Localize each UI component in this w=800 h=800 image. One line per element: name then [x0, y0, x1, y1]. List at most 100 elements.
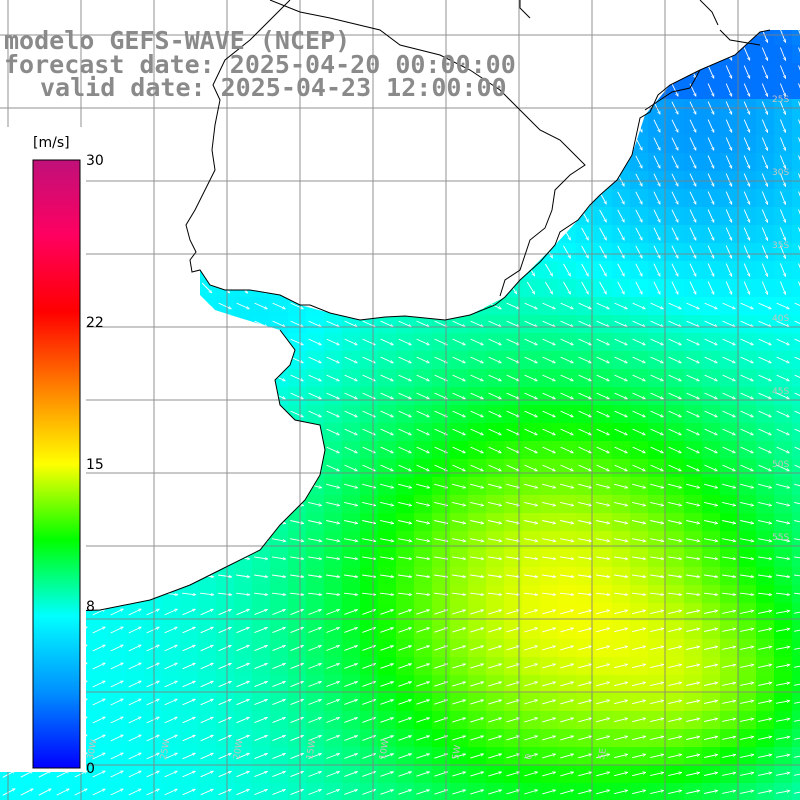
wind-arrow	[236, 483, 250, 488]
wind-arrow	[165, 174, 176, 185]
colorbar-tick-label: 15	[86, 457, 104, 473]
field-cell	[180, 513, 199, 532]
wind-arrow	[272, 410, 286, 418]
field-cell	[126, 135, 145, 154]
wind-arrow	[581, 191, 589, 204]
wind-arrow	[128, 320, 142, 328]
field-cell	[234, 279, 253, 298]
wind-arrow	[563, 155, 571, 168]
wind-arrow	[418, 210, 427, 221]
wind-arrow	[110, 520, 124, 524]
field-cell	[792, 207, 800, 226]
field-cell	[216, 423, 235, 442]
field-cell	[342, 225, 361, 244]
wind-arrow	[526, 137, 536, 150]
wind-arrow	[526, 83, 536, 96]
field-cell	[792, 117, 800, 136]
wind-arrow	[93, 246, 104, 256]
wind-arrow	[490, 137, 499, 150]
wind-arrow	[201, 264, 212, 275]
field-cell	[198, 441, 217, 460]
field-cell	[432, 243, 451, 262]
wind-arrow	[128, 410, 142, 418]
wind-arrow	[182, 501, 196, 505]
wind-arrow	[129, 174, 140, 185]
field-cell	[216, 369, 235, 388]
wind-arrow	[110, 338, 124, 346]
field-cell	[108, 477, 127, 496]
field-cell	[486, 189, 505, 208]
field-cell	[234, 459, 253, 478]
field-cell	[360, 189, 379, 208]
field-cell	[450, 117, 469, 136]
wind-arrow	[326, 302, 340, 310]
field-cell	[270, 171, 289, 190]
wind-arrow	[128, 356, 142, 364]
field-cell	[180, 459, 199, 478]
wind-arrow	[200, 374, 214, 382]
field-cell	[396, 279, 415, 298]
colorbar-tick-label: 22	[86, 315, 104, 331]
field-cell	[486, 261, 505, 280]
wind-arrow	[382, 282, 391, 293]
wind-arrow	[563, 191, 571, 204]
wind-arrow	[434, 302, 448, 310]
wind-arrow	[237, 228, 247, 239]
field-cell	[144, 513, 163, 532]
wind-arrow	[182, 320, 196, 328]
field-cell	[504, 135, 523, 154]
field-cell	[486, 117, 505, 136]
wind-arrow	[201, 246, 212, 257]
wind-arrow	[254, 464, 268, 472]
field-cell	[126, 171, 145, 190]
field-cell	[252, 405, 271, 424]
field-cell	[126, 333, 145, 352]
wind-arrow	[165, 264, 176, 275]
field-cell	[252, 243, 271, 262]
field-cell	[144, 459, 163, 478]
wind-arrow	[581, 65, 589, 78]
field-cell	[144, 153, 163, 172]
wind-arrow	[218, 356, 232, 364]
wind-arrow	[328, 156, 338, 168]
wind-arrow	[182, 520, 196, 524]
wind-arrow	[93, 174, 104, 184]
wind-arrow	[93, 228, 104, 238]
wind-arrow	[545, 47, 553, 60]
field-cell	[234, 189, 253, 208]
field-cell	[522, 63, 541, 82]
field-cell	[180, 351, 199, 370]
field-cell	[108, 189, 127, 208]
wind-arrow	[472, 227, 481, 240]
field-cell	[162, 549, 181, 568]
wind-arrow	[490, 263, 499, 276]
wind-arrow	[436, 282, 445, 293]
field-cell	[378, 135, 397, 154]
wind-arrow	[183, 282, 194, 293]
wind-arrow	[128, 392, 142, 400]
field-cell	[234, 207, 253, 226]
wind-arrow	[146, 464, 160, 472]
field-cell	[468, 30, 487, 46]
field-cell	[432, 30, 451, 46]
field-cell	[450, 297, 469, 316]
wind-arrow	[92, 483, 106, 488]
field-cell	[360, 279, 379, 298]
wind-arrow	[218, 483, 232, 488]
field-cell	[414, 279, 433, 298]
field-cell	[180, 369, 199, 388]
field-cell	[324, 207, 343, 226]
field-cell	[360, 207, 379, 226]
wind-arrow	[346, 228, 356, 240]
wind-arrow	[146, 338, 160, 346]
field-cell	[558, 117, 577, 136]
wind-arrow	[92, 392, 106, 400]
field-cell	[270, 495, 289, 514]
wind-arrow	[219, 264, 230, 275]
wind-arrow	[110, 392, 124, 400]
field-cell	[162, 369, 181, 388]
wind-arrow	[219, 246, 230, 257]
field-cell	[378, 225, 397, 244]
wind-arrow	[454, 209, 463, 222]
field-cell	[324, 279, 343, 298]
